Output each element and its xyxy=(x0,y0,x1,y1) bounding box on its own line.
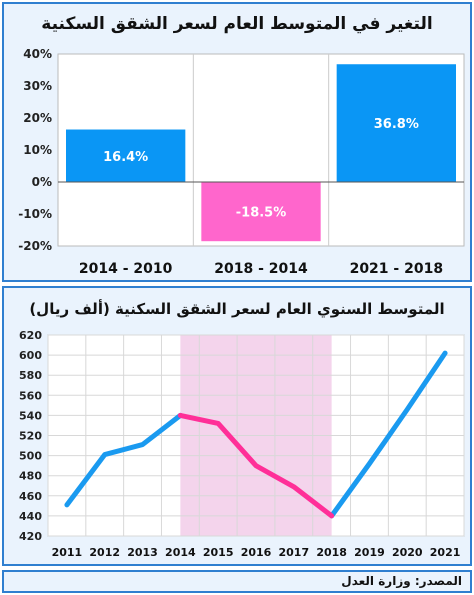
line-x-tick-label: 2015 xyxy=(203,546,234,559)
bar-value-label: 36.8% xyxy=(374,117,419,132)
line-x-tick-label: 2013 xyxy=(127,546,158,559)
bar-y-tick-label: 20% xyxy=(23,111,52,125)
line-y-tick-label: 480 xyxy=(19,470,42,483)
bar-y-tick-label: 0% xyxy=(32,175,52,189)
bar xyxy=(66,129,186,182)
line-chart: 620 600 580 560 540 520 500 480 460 440 420 2011 201… xyxy=(19,329,465,559)
line-y-tick-label: 440 xyxy=(19,510,42,523)
bar-chart-panel: التغير في المتوسط العام لسعر الشقق السكن… xyxy=(2,2,472,282)
line-chart-panel: المتوسط السنوي العام لسعر الشقق السكنية … xyxy=(2,286,472,566)
bar xyxy=(201,182,321,242)
bar-value-label: -18.5% xyxy=(236,206,287,221)
bar-value-label: 16.4% xyxy=(103,150,148,165)
line-y-tick-label: 420 xyxy=(19,530,42,543)
bar-category-label: 2021 - 2018 xyxy=(350,261,444,277)
series-line-rise-late xyxy=(329,350,448,519)
series-line-rise-early xyxy=(64,412,183,508)
line-y-tick-label: 620 xyxy=(19,329,42,342)
source-label: المصدر: وزارة العدل xyxy=(341,574,462,588)
line-y-tick-label: 500 xyxy=(19,450,42,463)
line-y-tick-label: 560 xyxy=(19,389,42,402)
bar-y-tick-label: 30% xyxy=(23,79,52,93)
line-y-tick-label: 580 xyxy=(19,369,42,382)
line-y-tick-label: 600 xyxy=(19,349,42,362)
line-x-tick-label: 2016 xyxy=(241,546,272,559)
bar-y-tick-label: 10% xyxy=(23,143,52,157)
line-x-tick-label: 2020 xyxy=(392,546,423,559)
line-x-tick-label: 2018 xyxy=(316,546,347,559)
line-x-tick-label: 2017 xyxy=(279,546,310,559)
bar-y-tick-label: -20% xyxy=(18,239,52,253)
line-x-tick-label: 2021 xyxy=(430,546,461,559)
bar-chart-title: التغير في المتوسط العام لسعر الشقق السكن… xyxy=(41,14,433,34)
line-x-tick-label: 2019 xyxy=(354,546,385,559)
line-x-tick-label: 2011 xyxy=(52,546,83,559)
bar-y-tick-label: -10% xyxy=(18,207,52,221)
series-line-decline xyxy=(177,412,335,519)
line-y-tick-label: 520 xyxy=(19,430,42,443)
bar xyxy=(336,64,456,182)
line-y-tick-label: 540 xyxy=(19,409,42,422)
line-chart-title: المتوسط السنوي العام لسعر الشقق السكنية … xyxy=(29,300,445,318)
bar-chart: 40% 30% 20% 10% 0% -10% -20% 16.4% 2014 - 2010 -1… xyxy=(18,47,465,277)
bar-category-label: 2018 - 2014 xyxy=(214,261,308,277)
line-x-tick-label: 2014 xyxy=(165,546,196,559)
bar-y-tick-label: 40% xyxy=(23,47,52,61)
line-y-tick-label: 460 xyxy=(19,490,42,503)
source-footer: المصدر: وزارة العدل xyxy=(2,570,472,593)
bar-category-label: 2014 - 2010 xyxy=(79,261,173,277)
line-x-tick-label: 2012 xyxy=(89,546,120,559)
